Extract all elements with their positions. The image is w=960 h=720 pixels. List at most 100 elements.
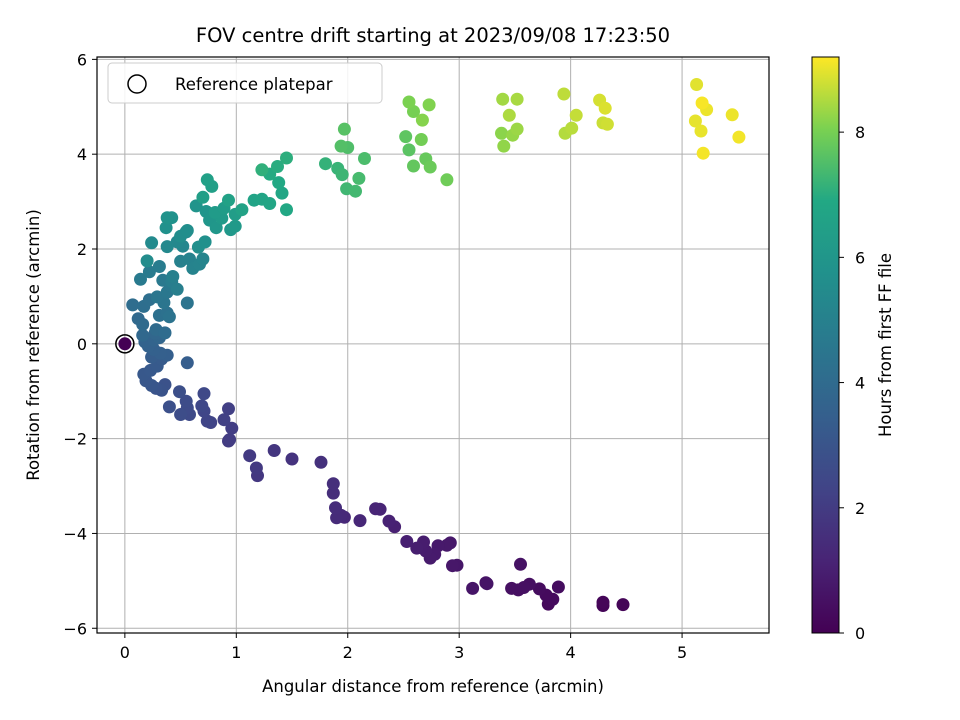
colorbar-label: Hours from first FF file — [876, 253, 895, 437]
scatter-point — [271, 160, 284, 173]
scatter-point — [235, 203, 249, 217]
scatter-point — [263, 197, 277, 210]
chart-title: FOV centre drift starting at 2023/09/08 … — [196, 24, 670, 47]
x-tick-label: 1 — [231, 643, 241, 662]
scatter-point — [399, 130, 413, 144]
scatter-point — [510, 122, 524, 136]
scatter-point — [329, 501, 342, 515]
scatter-point — [222, 193, 235, 207]
scatter-point — [196, 190, 210, 204]
scatter-point — [466, 581, 480, 595]
y-tick-label: −2 — [63, 430, 87, 449]
legend-marker-reference — [127, 74, 147, 94]
scatter-point — [180, 224, 194, 237]
plot-frame — [96, 56, 770, 634]
scatter-point — [196, 252, 210, 266]
scatter-point — [173, 385, 186, 399]
scatter-point — [136, 317, 150, 331]
scatter-point — [688, 114, 702, 128]
scatter-point — [510, 92, 524, 106]
scatter-point — [200, 173, 214, 187]
scatter-point — [335, 168, 349, 182]
scatter-point — [557, 87, 571, 101]
legend: Reference platepar — [107, 62, 383, 104]
colorbar-tick-label: 4 — [855, 374, 865, 393]
scatter-point — [423, 160, 437, 174]
scatter-point — [180, 356, 194, 370]
scatter-point — [440, 173, 454, 187]
scatter-point — [280, 151, 293, 165]
scatter-point — [353, 514, 367, 528]
scatter-point — [195, 399, 209, 413]
scatter-point — [179, 394, 193, 408]
scatter-point — [326, 486, 340, 500]
x-axis-label: Angular distance from reference (arcmin) — [262, 677, 604, 696]
scatter-points — [115, 78, 746, 612]
scatter-point — [140, 254, 154, 268]
legend-entry-reference: Reference platepar — [175, 75, 333, 94]
scatter-point — [551, 580, 565, 594]
scatter-point — [497, 139, 511, 153]
scatter-point — [352, 171, 366, 185]
scatter-point — [598, 101, 612, 115]
scatter-point — [496, 92, 510, 106]
scatter-point — [225, 421, 239, 435]
scatter-point — [166, 270, 180, 283]
scatter-point — [159, 221, 173, 235]
axes — [96, 56, 770, 634]
scatter-point — [217, 413, 231, 427]
scatter-point — [326, 477, 340, 491]
scatter-point — [330, 511, 344, 525]
scatter-point — [170, 282, 184, 296]
scatter-point — [249, 461, 263, 475]
reference-platepar-marker — [115, 334, 135, 354]
scatter-point — [400, 535, 414, 548]
scatter-point — [243, 449, 257, 463]
scatter-point — [517, 581, 531, 594]
scatter-point — [162, 400, 176, 414]
scatter-point — [349, 184, 362, 198]
scatter-point — [402, 95, 416, 109]
colorbar-tick-label: 0 — [855, 624, 865, 643]
colorbar-ticks: 0 2 4 6 8 — [839, 123, 865, 643]
scatter-point — [495, 126, 508, 140]
y-tick-label: 0 — [77, 335, 87, 354]
scatter-point — [150, 290, 164, 304]
scatter-point — [415, 113, 429, 127]
x-tick-label: 0 — [120, 643, 130, 662]
legend-frame — [107, 62, 383, 104]
scatter-point — [145, 236, 159, 250]
scatter-point — [532, 582, 546, 596]
axis-ticks: 0 1 2 3 4 5 −6 −4 −2 0 2 4 6 — [63, 50, 687, 662]
colorbar-gradient — [811, 56, 840, 634]
scatter-point — [596, 595, 610, 609]
scatter-point — [174, 408, 188, 421]
scatter-point — [334, 139, 348, 153]
scatter-point — [402, 143, 416, 157]
scatter-point — [255, 163, 269, 177]
scatter-point — [690, 78, 704, 91]
y-tick-label: 6 — [77, 50, 87, 69]
scatter-point — [382, 514, 396, 528]
scatter-point — [223, 433, 237, 447]
scatter-point — [222, 402, 235, 416]
scatter-point — [158, 326, 172, 340]
scatter-point — [514, 557, 527, 571]
scatter-point — [694, 124, 708, 138]
scatter-point — [228, 219, 242, 233]
colorbar-tick-label: 2 — [855, 499, 865, 518]
scatter-point — [502, 108, 516, 122]
scatter-point — [569, 108, 583, 122]
y-tick-label: −4 — [63, 524, 87, 543]
scatter-point — [136, 328, 150, 342]
y-tick-label: 2 — [77, 240, 87, 259]
scatter-point — [565, 121, 579, 135]
y-axis-label: Rotation from reference (arcmin) — [24, 209, 43, 481]
scatter-point — [118, 337, 132, 351]
scatter-point — [200, 414, 214, 428]
scatter-point — [337, 122, 351, 136]
scatter-point — [162, 310, 176, 324]
x-tick-label: 4 — [566, 643, 576, 662]
scatter-point — [280, 203, 293, 217]
